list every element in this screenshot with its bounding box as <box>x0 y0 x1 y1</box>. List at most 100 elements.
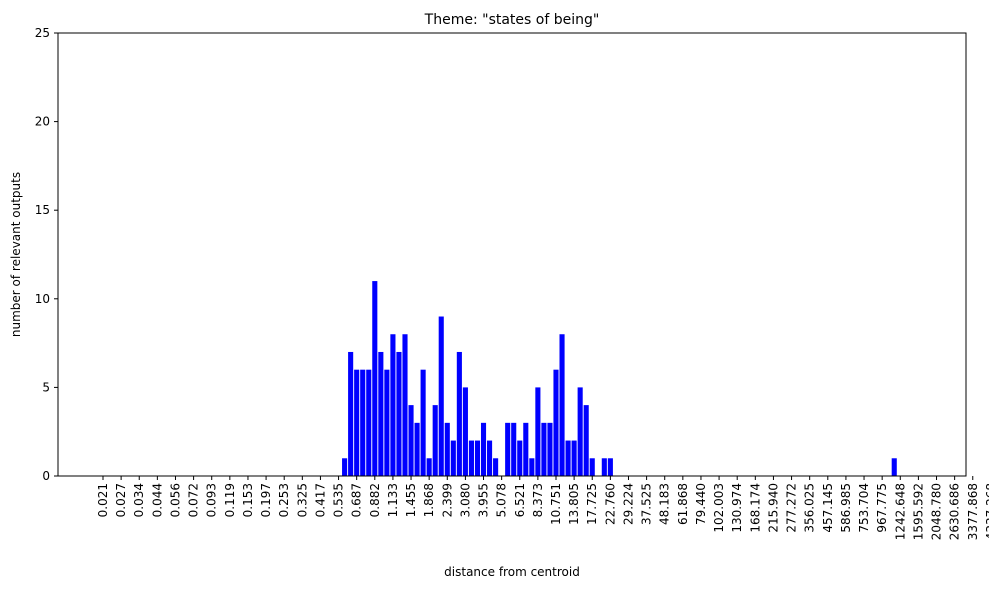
bar <box>529 458 535 476</box>
bar <box>414 422 420 476</box>
bar <box>348 351 354 476</box>
bar <box>396 351 402 476</box>
x-tick-label: 2.399 <box>440 483 454 517</box>
x-tick-label: 0.687 <box>350 483 364 517</box>
bar <box>541 422 547 476</box>
x-tick-label: 0.021 <box>96 483 110 517</box>
bar <box>493 458 499 476</box>
x-axis: 0.021 0.027 0.034 0.044 0.056 0.072 0.093 0.119… <box>96 476 989 540</box>
bar <box>553 369 559 476</box>
bar <box>450 440 456 476</box>
x-axis-label: distance from centroid <box>444 565 580 579</box>
x-tick-label: 277.272 <box>785 483 799 533</box>
x-tick-label: 0.325 <box>295 483 309 517</box>
bar <box>360 369 366 476</box>
x-tick-label: 48.183 <box>658 483 672 525</box>
bar <box>601 458 607 476</box>
x-tick-label: 0.044 <box>150 483 164 517</box>
x-tick-label: 0.119 <box>223 483 237 517</box>
bars-layer <box>342 281 897 476</box>
bar <box>487 440 493 476</box>
bar <box>480 422 487 476</box>
bar <box>583 405 589 476</box>
bar <box>384 369 390 476</box>
x-tick-label: 1242.648 <box>893 483 907 540</box>
x-tick-label: 2048.780 <box>930 483 944 540</box>
x-tick-label: 79.440 <box>694 483 708 525</box>
bar <box>426 458 432 476</box>
bar <box>535 387 541 476</box>
bar <box>366 369 372 476</box>
bar <box>456 351 462 476</box>
bar <box>517 440 523 476</box>
x-tick-label: 586.985 <box>839 483 853 533</box>
x-tick-label: 5.078 <box>495 483 509 517</box>
bar <box>462 387 468 476</box>
x-tick-label: 168.174 <box>748 483 762 533</box>
x-tick-label: 967.775 <box>875 483 889 533</box>
x-tick-label: 3377.868 <box>966 483 980 540</box>
bar <box>559 334 565 476</box>
y-tick-label: 5 <box>42 380 50 394</box>
x-tick-label: 0.253 <box>277 483 291 517</box>
bar <box>523 422 529 476</box>
x-tick-label: 0.056 <box>168 483 182 517</box>
bar <box>577 387 583 476</box>
x-tick-label: 37.525 <box>640 483 654 525</box>
x-tick-label: 3.955 <box>477 483 491 517</box>
x-tick-label: 61.868 <box>676 483 690 525</box>
y-axis: 0 5 10 15 20 25 <box>35 26 58 483</box>
x-tick-label: 2630.686 <box>948 483 962 540</box>
x-tick-label: 8.373 <box>531 483 545 517</box>
x-tick-label: 0.034 <box>132 483 146 517</box>
bar <box>372 281 378 476</box>
bar <box>511 422 517 476</box>
bar <box>571 440 577 476</box>
x-tick-label: 13.805 <box>567 483 581 525</box>
bar <box>420 369 426 476</box>
x-tick-label: 0.882 <box>368 483 382 517</box>
x-tick-label: 0.417 <box>313 483 327 517</box>
y-tick-label: 10 <box>35 292 50 306</box>
x-tick-label: 4337.268 <box>984 483 989 540</box>
bar <box>474 440 481 476</box>
bar <box>505 422 511 476</box>
x-tick-label: 1.868 <box>422 483 436 517</box>
x-tick-label: 0.072 <box>187 483 201 517</box>
y-tick-label: 25 <box>35 26 50 40</box>
x-tick-label: 22.760 <box>603 483 617 525</box>
x-tick-label: 1595.592 <box>911 483 925 540</box>
x-tick-label: 753.704 <box>857 483 871 533</box>
bar <box>342 458 348 476</box>
x-tick-label: 356.025 <box>803 483 817 533</box>
x-tick-label: 130.974 <box>730 483 744 533</box>
x-tick-label: 10.751 <box>549 483 563 525</box>
x-tick-label: 29.224 <box>621 483 635 525</box>
chart-title: Theme: "states of being" <box>424 12 600 28</box>
y-axis-label: number of relevant outputs <box>9 172 23 337</box>
y-tick-label: 0 <box>42 469 50 483</box>
bar <box>444 422 450 476</box>
x-tick-label: 17.725 <box>585 483 599 525</box>
x-tick-label: 1.133 <box>386 483 400 517</box>
bar <box>402 334 408 476</box>
bar <box>438 316 444 476</box>
bar <box>432 405 438 476</box>
x-tick-label: 0.093 <box>205 483 219 517</box>
bar <box>607 458 613 476</box>
bar <box>547 422 553 476</box>
x-tick-label: 457.145 <box>821 483 835 533</box>
x-tick-label: 0.153 <box>241 483 255 517</box>
x-tick-label: 3.080 <box>458 483 472 517</box>
bar <box>408 405 414 476</box>
y-tick-label: 15 <box>35 203 50 217</box>
bar <box>378 351 384 476</box>
x-tick-label: 215.940 <box>766 483 780 533</box>
x-tick-label: 6.521 <box>513 483 527 517</box>
x-tick-label: 1.455 <box>404 483 418 517</box>
bar <box>589 458 595 476</box>
bar <box>565 440 571 476</box>
bar <box>891 458 897 476</box>
